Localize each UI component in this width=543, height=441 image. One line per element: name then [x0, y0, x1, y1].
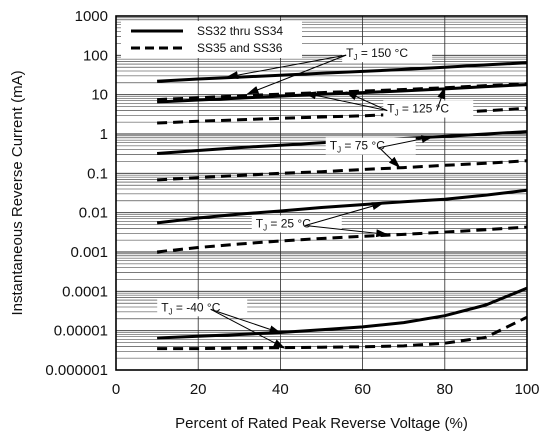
y-tick-label: 0.0001 — [62, 283, 108, 300]
y-tick-label: 0.1 — [87, 165, 108, 182]
series-line-tj-40-c-solid — [157, 286, 528, 340]
x-tick-label: 60 — [354, 381, 371, 398]
annotation-label-tj-125-c: TJ = 125 °C — [387, 102, 449, 118]
annotation-bg — [383, 100, 474, 118]
plot-frame — [115, 15, 528, 371]
legend-label: SS32 thru SS34 — [197, 24, 283, 38]
x-tick-label: 80 — [436, 381, 453, 398]
legend-box — [121, 21, 302, 58]
annotation-arrow — [436, 86, 446, 111]
y-tick-labels: 1000 100 10 1 0.1 0.01 0.001 0.0001 0.00001 0.000… — [45, 8, 108, 379]
x-tick-label: 100 — [514, 381, 539, 398]
annotation-arrow — [210, 308, 286, 349]
annotation-label-tj-150-c: TJ = 150 °C — [346, 46, 408, 62]
annotation-arrow — [304, 91, 388, 112]
series-line-tj-150-c-solid — [157, 61, 528, 83]
annotation-arrow — [246, 54, 347, 95]
x-axis-label: Percent of Rated Peak Reverse Voltage (%… — [175, 415, 468, 432]
y-tick-label: 1000 — [75, 8, 108, 25]
annotation-bg — [251, 215, 342, 233]
annotations: TJ = 150 °C TJ = 125 °C TJ = 75 °C TJ = 25 … — [157, 45, 474, 349]
y-tick-label: 100 — [83, 47, 108, 64]
annotation-arrow — [378, 147, 401, 169]
y-tick-label: 0.00001 — [54, 323, 108, 340]
annotation-label-tj-25-c: TJ = 25 °C — [256, 216, 311, 232]
annotation-arrow — [345, 91, 388, 112]
annotation-arrow — [210, 308, 282, 334]
grid — [115, 16, 528, 371]
x-tick-label: 40 — [272, 381, 289, 398]
annotation-arrow — [225, 54, 347, 80]
series-layer — [156, 61, 528, 351]
y-axis-label: Instantaneous Reverse Current (mA) — [9, 70, 26, 315]
legend: SS32 thru SS34 SS35 and SS36 — [121, 21, 302, 58]
annotation-arrow — [305, 202, 385, 226]
annotation-arrow — [379, 135, 434, 149]
series-line-tj-75-c-dashed — [157, 159, 528, 182]
series-line-tj-40-c-dashed — [157, 315, 528, 351]
x-tick-label: 20 — [190, 381, 207, 398]
x-tick-labels: 0 20 40 60 80 100 — [112, 381, 540, 398]
annotation-arrow — [305, 224, 389, 238]
x-tick-label: 0 — [112, 381, 120, 398]
plot-border — [115, 15, 528, 371]
annotation-bg — [157, 299, 248, 317]
series-line-tj-25-c-solid — [156, 188, 528, 225]
y-tick-label: 0.000001 — [45, 362, 108, 379]
y-tick-label: 1 — [100, 126, 108, 143]
series-line-tj-25-c-dashed — [156, 225, 528, 254]
annotation-bg — [325, 137, 416, 155]
series-line-tj-125-c-solid — [157, 83, 528, 104]
y-tick-label: 0.001 — [70, 244, 108, 261]
y-tick-label: 10 — [91, 87, 108, 104]
legend-label: SS35 and SS36 — [197, 41, 283, 55]
annotation-bg — [342, 45, 433, 63]
annotation-label-tj-75-c: TJ = 75 °C — [330, 139, 386, 155]
annotation-label-tj-40-c: TJ = -40 °C — [161, 300, 220, 316]
y-tick-label: 0.01 — [79, 205, 108, 222]
